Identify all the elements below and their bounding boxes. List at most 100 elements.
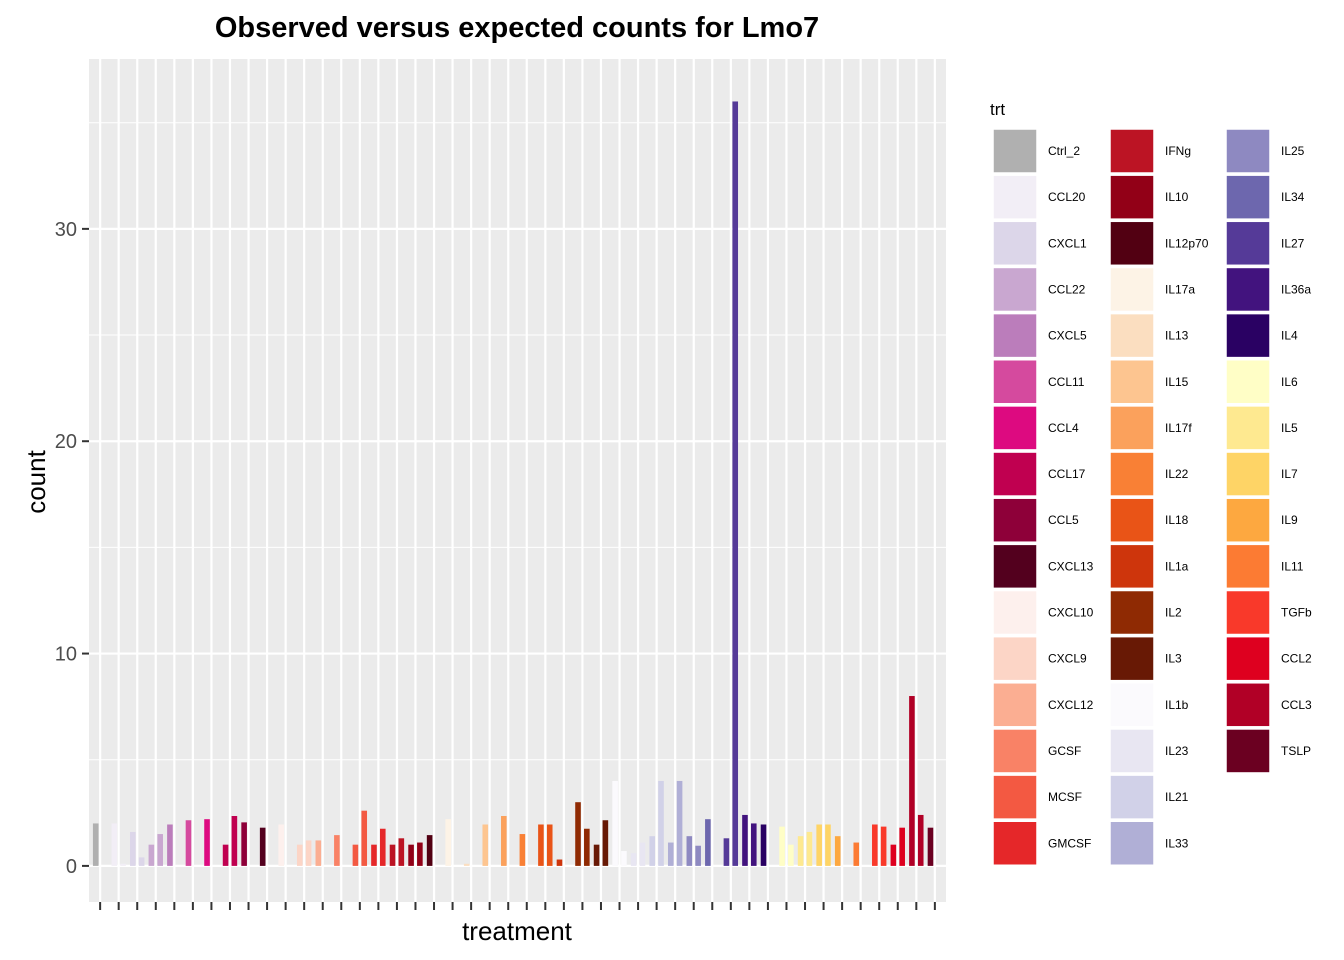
bar-il36a-b [750,823,757,866]
bar-ccl2-b [899,827,905,866]
bar-cxcl10-a [278,824,285,866]
y-tick-label: 0 [66,856,77,878]
legend-label-il36a: IL36a [1281,282,1311,296]
bar-cxcl5-a [167,824,173,866]
legend-label-ccl4: CCL4 [1048,421,1079,435]
legend-label-cxcl1: CXCL1 [1048,236,1087,250]
legend-label-il34: IL34 [1281,190,1305,204]
bar-il15-a [482,824,489,866]
legend-label-ccl5: CCL5 [1048,513,1079,527]
legend-label-cxcl5: CXCL5 [1048,329,1087,343]
x-axis [99,902,936,910]
bar-tslp-a [927,827,934,866]
x-axis-title: treatment [462,916,573,946]
legend-label-il33: IL33 [1165,836,1189,850]
legend-label-il17a: IL17a [1165,282,1195,296]
legend-label-ccl2: CCL2 [1281,652,1312,666]
legend-key-ctrl_2 [992,128,1038,174]
legend-label-ccl20: CCL20 [1048,190,1086,204]
bar-il33-a [667,842,674,866]
bar-ccl4-a [204,819,210,866]
panel-background [89,59,946,902]
bar-il21-b [658,780,664,866]
bar-il4-a [760,824,767,866]
legend-key-il9 [1225,497,1271,543]
bar-ccl17-b [231,816,238,866]
legend-key-ccl17 [992,451,1038,497]
legend-key-il2 [1109,589,1155,636]
bar-il6-b [788,844,794,866]
legend-key-il1a [1109,543,1155,590]
bars [92,101,934,866]
legend-key-il18 [1109,497,1155,543]
legend-key-il10 [1109,174,1155,220]
bar-il34-a [705,819,711,866]
legend-key-il11 [1225,543,1271,590]
bar-il5-a [797,836,804,866]
legend-label-il12p70: IL12p70 [1165,236,1209,250]
legend-key-il23 [1109,728,1155,774]
bar-ccl20-a [111,823,118,866]
bar-il25-a [686,836,693,866]
bar-ccl5-a [241,822,247,866]
legend-key-ccl3 [1225,682,1271,728]
legend-key-cxcl1 [992,220,1038,267]
legend-key-il34 [1225,174,1271,220]
legend-label-tgfb: TGFb [1281,606,1312,620]
legend-key-ccl22 [992,266,1038,313]
legend-label-mcsf: MCSF [1048,790,1082,804]
bar-cxcl9-b [305,840,312,866]
legend-key-ccl5 [992,497,1038,543]
legend-key-ifng [1109,128,1155,174]
legend-label-il1b: IL1b [1165,698,1189,712]
legend-key-gmcsf [992,820,1038,866]
bar-cxcl13-a [259,827,266,866]
legend-key-il15 [1109,359,1155,405]
bar-ccl3-a [909,696,915,866]
legend-label-il23: IL23 [1165,744,1189,758]
bar-ifng-b [398,838,405,866]
legend: trt Ctrl_2 CCL20 CXCL1 CCL22 CXCL5 CCL11 CCL4 C… [990,100,1312,866]
bar-cxcl1-a [130,831,136,866]
legend-key-tslp [1225,728,1271,774]
legend-label-il25: IL25 [1281,144,1305,158]
legend-key-il4 [1225,312,1271,359]
legend-label-il18: IL18 [1165,513,1189,527]
bar-ccl11-a [185,820,192,866]
legend-key-il17f [1109,405,1155,451]
legend-label-cxcl13: CXCL13 [1048,559,1094,573]
legend-label-il3: IL3 [1165,652,1182,666]
bar-ccl22-a [148,844,155,866]
bar-gmcsf-b [379,828,386,866]
legend-label-il17f: IL17f [1165,421,1192,435]
legend-label-cxcl9: CXCL9 [1048,652,1087,666]
legend-key-il27 [1225,220,1271,267]
legend-key-tgfb [1225,589,1271,636]
bar-il17f-a [501,816,507,866]
bar-ifng-a [389,844,396,866]
major-gridlines [89,59,946,902]
bar-il36a-a [742,814,748,866]
bar-ccl22-b [157,834,163,866]
y-axis: 0 10 20 30 [55,219,89,878]
legend-label-il11: IL11 [1281,559,1304,573]
bar-il27-a [723,838,730,866]
bar-il22-a [519,834,526,866]
legend-label-il5: IL5 [1281,421,1298,435]
bar-il13-a [463,863,470,866]
bar-il1b-b [621,851,627,866]
legend-key-gcsf [992,728,1038,774]
chart-title: Observed versus expected counts for Lmo7 [215,12,819,44]
legend-key-il1b [1109,682,1155,728]
legend-key-ccl20 [992,174,1038,220]
bar-il12p70-a [426,835,433,866]
bar-ccl2-a [890,844,897,866]
legend-key-il7 [1225,451,1271,497]
legend-key-ccl4 [992,405,1038,451]
legend-label-gcsf: GCSF [1048,744,1081,758]
legend-label-ifng: IFNg [1165,144,1191,158]
legend-label-il4: IL4 [1281,329,1298,343]
bar-ccl20-b [120,863,126,866]
y-axis-title: count [21,449,51,513]
